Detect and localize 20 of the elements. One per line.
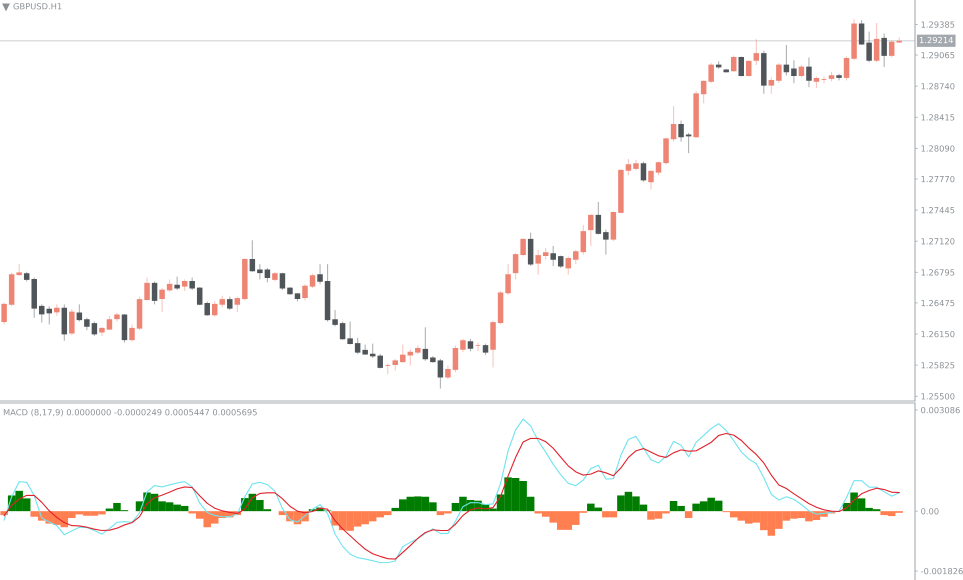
y-tick-label: 1.27120 — [921, 238, 954, 244]
y-tick-label: 1.28415 — [921, 114, 954, 121]
bar — [684, 511, 692, 518]
y-tick-label: 1.26795 — [921, 269, 954, 276]
chart-title: GBPUSD.H1 — [13, 3, 62, 10]
y-tick-label: 1.27445 — [921, 207, 954, 214]
y-tick-label: 0.003086 — [921, 406, 960, 414]
y-tick-label: 1.27770 — [921, 176, 954, 182]
text: MACD (8,17,9) 0.0000000 -0.0000249 0.0005447 0.0005695 — [4, 408, 257, 416]
y-tick-label: 1.25500 — [921, 393, 954, 400]
y-tick-label: 1.29385 — [921, 21, 954, 28]
y-tick-label: 1.28740 — [921, 83, 954, 90]
y-tick-label: -0.001826 — [920, 568, 963, 574]
y-tick-label: 1.28090 — [921, 145, 954, 152]
y-tick-label: 1.26150 — [921, 330, 954, 338]
y-tick-label: 1.26475 — [921, 300, 954, 306]
y-tick-label: 1.29065 — [921, 52, 954, 58]
y-tick-label: 0.00 — [921, 508, 939, 514]
ref-line-label: 1.29214 — [920, 36, 953, 44]
y-tick-label: 1.25825 — [921, 362, 954, 368]
